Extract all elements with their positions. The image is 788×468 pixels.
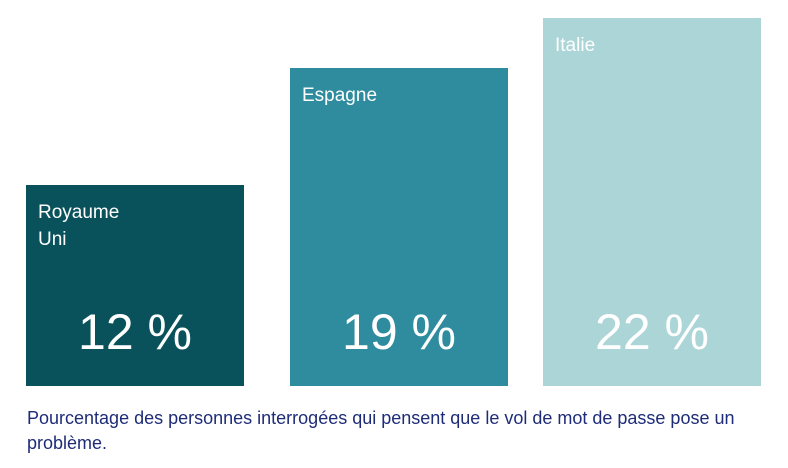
bar-category-label: Royaume Uni: [38, 202, 120, 251]
bar-category-label: Espagne: [302, 85, 378, 107]
bar-value-label: 22 %: [595, 304, 709, 360]
chart-caption: Pourcentage des personnes interrogées qu…: [27, 408, 735, 453]
bar-value-label: 12 %: [78, 303, 192, 360]
bar-1: Royaume Uni 12 %: [26, 185, 244, 386]
bar-category-label: Italie: [555, 35, 596, 56]
bar-2: Espagne 19 %: [290, 68, 508, 386]
bar-3: Italie 22 %: [543, 18, 761, 386]
bar-value-label: 19 %: [342, 303, 456, 360]
bar-chart: Royaume Uni 12 % Espagne 19 % Italie 22 %: [26, 18, 761, 386]
